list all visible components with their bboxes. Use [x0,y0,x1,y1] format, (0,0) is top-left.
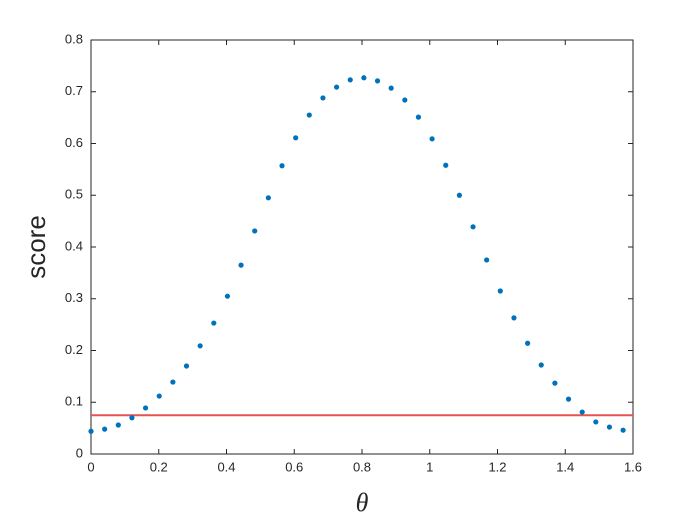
point [224,293,231,299]
point [183,363,190,369]
point [470,224,476,230]
point [443,162,449,168]
point [415,114,422,120]
point [579,409,585,415]
point [361,75,367,81]
point [293,135,299,141]
point [593,419,599,425]
y-tick-label: 0.6 [65,135,83,150]
point [88,428,94,434]
y-tick-label: 0.1 [65,394,83,409]
y-tick-label: 0.8 [65,31,83,46]
point [306,112,312,118]
point [538,362,544,368]
point [279,163,285,169]
point [238,262,244,268]
point [552,380,558,386]
point [156,393,162,399]
point [197,343,203,349]
point [484,257,490,263]
y-tick-label: 0.2 [65,342,83,357]
x-tick-label: 0.4 [217,459,235,474]
point [620,427,626,433]
point [170,379,176,385]
y-tick-label: 0.3 [65,290,83,305]
point [497,288,503,294]
y-tick-label: 0.7 [65,83,83,98]
point [129,415,135,421]
point [347,77,353,83]
point [102,426,108,432]
x-tick-label: 0.6 [285,459,303,474]
point [402,97,408,103]
point [429,136,435,142]
x-tick-label: 0 [87,459,94,474]
point [388,85,394,91]
point [456,192,462,198]
y-tick-label: 0 [76,445,83,460]
point [333,84,340,90]
point [252,228,258,234]
axes-box [90,39,634,455]
x-tick-label: 0.8 [353,459,371,474]
y-axis-label: score [21,215,51,279]
point [525,340,531,346]
x-tick-label: 1 [426,459,433,474]
x-tick-label: 0.2 [150,459,168,474]
point [374,78,381,84]
point [115,422,121,428]
y-tick-label: 0.4 [65,238,83,253]
x-tick-label: 1.4 [556,459,574,474]
x-axis-label-text: θ [356,488,369,517]
x-tick-label: 1.6 [624,459,642,474]
point [511,315,517,321]
point [265,195,271,201]
point [211,320,217,326]
point [606,424,613,430]
x-axis-label: θ [356,488,369,517]
point [320,95,326,101]
x-tick-label: 1.2 [488,459,506,474]
point [142,405,149,411]
y-tick-label: 0.5 [65,187,83,202]
point [565,396,572,402]
